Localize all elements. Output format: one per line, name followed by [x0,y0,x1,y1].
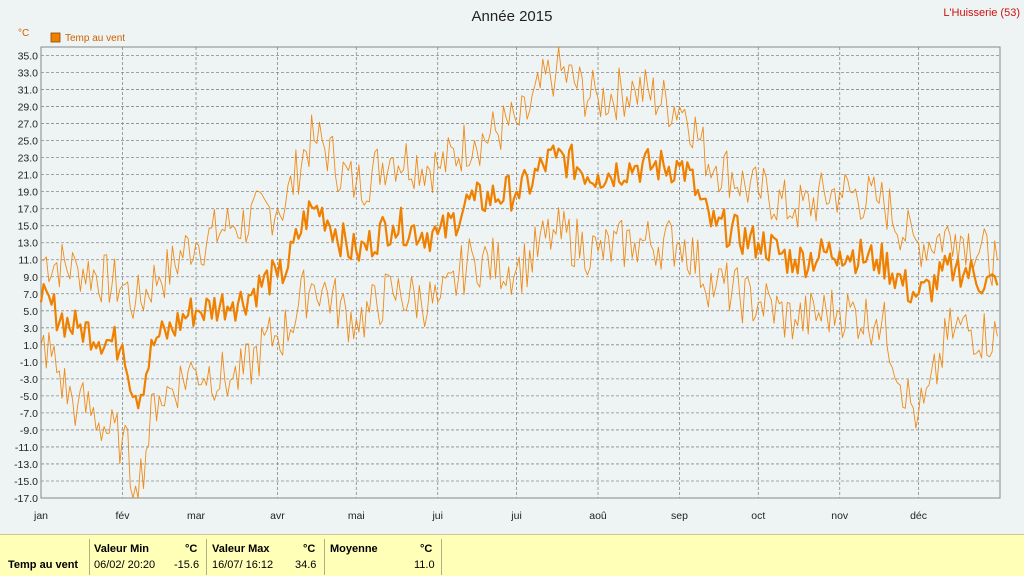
avg-value: 11.0 [414,559,435,571]
y-tick-label: 31.0 [18,85,39,97]
series-line-min [40,207,998,499]
y-tick-label: 17.0 [18,204,39,216]
y-tick-label: -17.0 [14,493,38,505]
series-line-moyenne [39,143,999,410]
max-header: Valeur Max [212,543,270,555]
y-tick-label: -13.0 [14,459,38,471]
y-tick-label: -5.0 [20,391,38,403]
avg-header: Moyenne [330,543,378,555]
y-tick-label: -15.0 [14,476,38,488]
y-tick-label: 7.0 [23,289,38,301]
x-tick-label: sep [671,510,688,522]
x-tick-label: jui [431,510,443,522]
stats-row-label: Temp au vent [8,559,79,571]
x-tick-label: fév [115,510,130,522]
y-tick-label: 33.0 [18,68,39,80]
max-date: 16/07/ 16:12 [212,559,274,571]
y-tick-label: -3.0 [20,374,38,386]
series-lines [39,46,999,499]
x-tick-label: avr [270,510,285,522]
x-tick-label: mar [187,510,206,522]
grid [40,47,1000,499]
y-tick-label: -11.0 [15,442,38,454]
x-tick-label: jan [33,510,48,522]
y-tick-label: 19.0 [18,187,39,199]
y-tick-label: -1.0 [20,357,38,369]
y-tick-label: 23.0 [18,153,39,165]
y-tick-label: 1.0 [23,340,38,352]
chart-title: Année 2015 [472,8,553,25]
legend-swatch [50,32,61,43]
avg-unit: °C [420,543,433,555]
x-tick-label: oct [751,510,765,522]
y-tick-label: 5.0 [23,306,38,318]
min-date: 06/02/ 20:20 [94,559,156,571]
y-tick-label: 35.0 [18,51,39,63]
y-tick-label: 9.0 [23,272,38,284]
y-tick-label: 13.0 [18,238,39,250]
y-tick-label: 11.0 [18,255,38,267]
max-unit: °C [303,543,316,555]
min-header: Valeur Min [94,543,150,555]
x-tick-label: nov [831,510,849,522]
station-name: L'Huisserie (53) [943,7,1020,19]
legend-label: Temp au vent [65,33,125,44]
y-tick-label: 3.0 [23,323,38,335]
y-tick-label: 29.0 [18,102,39,114]
statistics-panel: Temp au vent Valeur Min °C 06/02/ 20:20 … [0,534,1024,576]
y-tick-label: -9.0 [20,425,38,437]
series-line-max [40,46,998,319]
y-axis-ticks: 35.0 33.0 31.0 29.0 27.0 25.0 23.0 21.0 19.0 17.0… [14,51,38,505]
y-tick-label: 27.0 [18,119,39,131]
x-tick-label: déc [910,510,927,522]
x-tick-label: jui [510,510,522,522]
min-value: -15.6 [174,559,200,571]
y-tick-label: -7.0 [20,408,38,420]
y-tick-label: 25.0 [18,136,39,148]
x-tick-label: aoû [589,510,607,522]
min-unit: °C [185,543,198,555]
max-value: 34.6 [295,559,317,571]
y-tick-label: 15.0 [18,221,39,233]
y-tick-label: 21.0 [18,170,39,182]
temperature-chart: Année 2015 L'Huisserie (53) °C Temp au v… [14,7,1020,522]
y-axis-unit: °C [18,28,29,39]
x-axis-ticks: jan fév mar avr mai jui jui aoû sep oct nov déc [33,510,927,522]
x-tick-label: mai [348,510,365,522]
